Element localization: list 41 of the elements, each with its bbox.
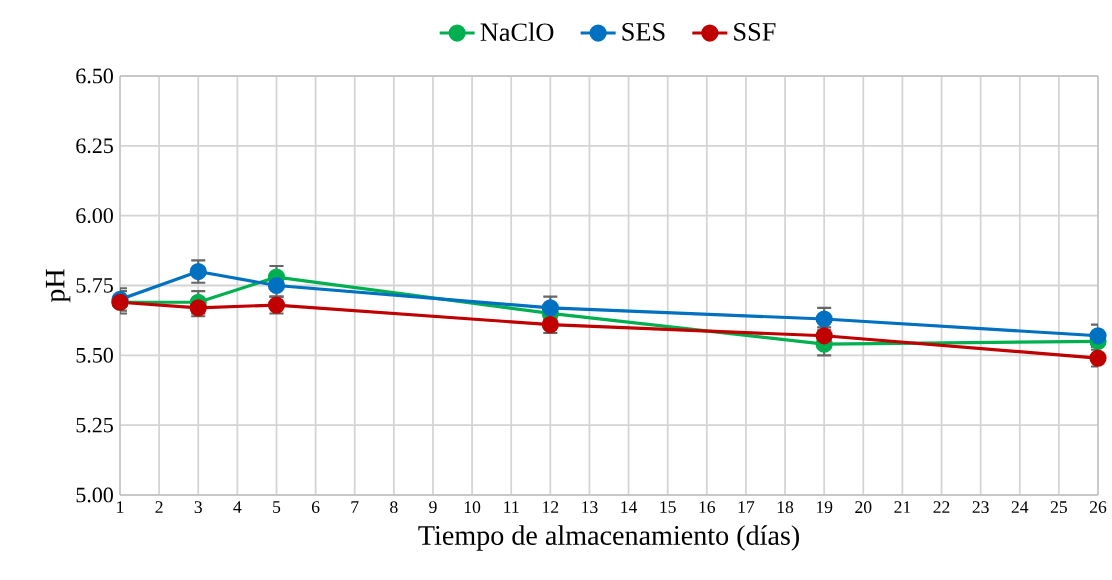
x-tick-label: 22 bbox=[933, 501, 950, 513]
y-tick-label: 6.00 bbox=[76, 208, 113, 224]
x-tick-label: 18 bbox=[777, 501, 794, 514]
y-tick-label: 5.50 bbox=[76, 347, 113, 363]
legend-label: SSF bbox=[734, 22, 776, 41]
x-tick-label: 15 bbox=[660, 501, 676, 513]
x-tick-label: 11 bbox=[504, 501, 519, 513]
x-tick-label: 26 bbox=[1090, 501, 1107, 514]
x-tick-label: 1 bbox=[117, 501, 124, 513]
y-axis-title: pH bbox=[45, 269, 71, 303]
x-tick-label: 21 bbox=[894, 501, 911, 513]
x-tick-label: 6 bbox=[311, 501, 320, 514]
point bbox=[1089, 327, 1107, 345]
x-tick-label: 9 bbox=[429, 501, 437, 514]
y-tick-label: 5.00 bbox=[76, 487, 113, 503]
x-tick-label: 3 bbox=[194, 501, 202, 514]
x-tick-label: 4 bbox=[233, 501, 242, 513]
x-tick-label: 8 bbox=[390, 501, 398, 514]
y-tick-label: 5.25 bbox=[76, 417, 113, 433]
x-tick-label: 10 bbox=[464, 501, 481, 514]
legend-label: SES bbox=[622, 22, 665, 41]
x-axis-title: Tiempo de almacenamiento (días) bbox=[418, 525, 799, 551]
y-tick-label: 6.25 bbox=[76, 138, 113, 154]
x-tick-label: 13 bbox=[582, 501, 598, 514]
x-tick-label: 7 bbox=[351, 501, 359, 513]
legend-label: NaClO bbox=[480, 22, 554, 42]
y-tick-label: 5.75 bbox=[76, 278, 113, 293]
point bbox=[815, 310, 833, 328]
x-tick-label: 20 bbox=[855, 501, 872, 514]
x-tick-label: 17 bbox=[738, 501, 755, 513]
x-tick-label: 12 bbox=[543, 501, 559, 513]
x-tick-label: 23 bbox=[972, 501, 989, 514]
x-tick-label: 25 bbox=[1050, 501, 1067, 514]
x-tick-label: 19 bbox=[816, 501, 833, 514]
x-tick-label: 2 bbox=[155, 501, 163, 513]
x-tick-label: 14 bbox=[621, 501, 638, 513]
y-tick-label: 6.50 bbox=[76, 68, 113, 84]
x-tick-label: 16 bbox=[699, 501, 716, 514]
x-tick-label: 24 bbox=[1011, 501, 1029, 513]
point bbox=[541, 299, 559, 317]
x-tick-label: 5 bbox=[273, 501, 281, 513]
